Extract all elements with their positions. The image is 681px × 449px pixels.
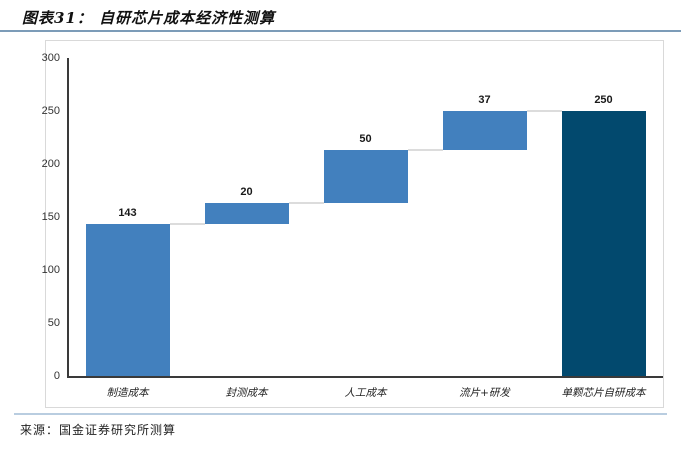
waterfall-connector — [288, 202, 324, 205]
waterfall-bar — [442, 111, 527, 151]
waterfall-bar — [323, 150, 408, 204]
y-tick-label: 0 — [53, 370, 60, 382]
bar-value-label: 143 — [118, 207, 137, 220]
waterfall-bar — [561, 111, 646, 376]
waterfall-connector — [526, 110, 562, 112]
title-divider — [0, 30, 681, 32]
y-axis-line — [67, 58, 69, 378]
y-tick-label: 250 — [41, 105, 60, 117]
x-axis-category-label: 封测成本 — [225, 387, 268, 399]
x-axis-category-label: 单颗芯片自研成本 — [561, 387, 646, 399]
chart-area: 0 50 100 150 200 250 300 143 制造成本 20 封测成本 50 人工成本 37 流… — [42, 40, 664, 408]
waterfall-connector — [169, 223, 205, 226]
y-tick-label: 300 — [41, 52, 60, 64]
source-note: 来源：国金证券研究所测算 — [20, 423, 177, 437]
x-axis-category-label: 人工成本 — [344, 387, 387, 399]
y-tick-label: 50 — [47, 317, 60, 329]
x-axis-line — [67, 376, 663, 378]
bar-value-label: 20 — [240, 186, 253, 199]
x-axis-category-label: 流片+研发 — [459, 387, 510, 399]
x-axis-category-label: 制造成本 — [106, 387, 149, 399]
bar-value-label: 37 — [478, 94, 491, 106]
waterfall-bar — [85, 224, 170, 376]
figure-title: 图表31： 自研芯片成本经济性测算 — [22, 9, 276, 27]
waterfall-bar — [204, 203, 289, 225]
bar-value-label: 250 — [594, 94, 613, 106]
bar-value-label: 50 — [359, 133, 372, 146]
y-tick-label: 100 — [41, 264, 60, 276]
waterfall-connector — [407, 149, 443, 152]
y-tick-label: 200 — [41, 158, 60, 170]
y-tick-label: 150 — [41, 211, 60, 223]
footer-divider — [14, 413, 667, 415]
